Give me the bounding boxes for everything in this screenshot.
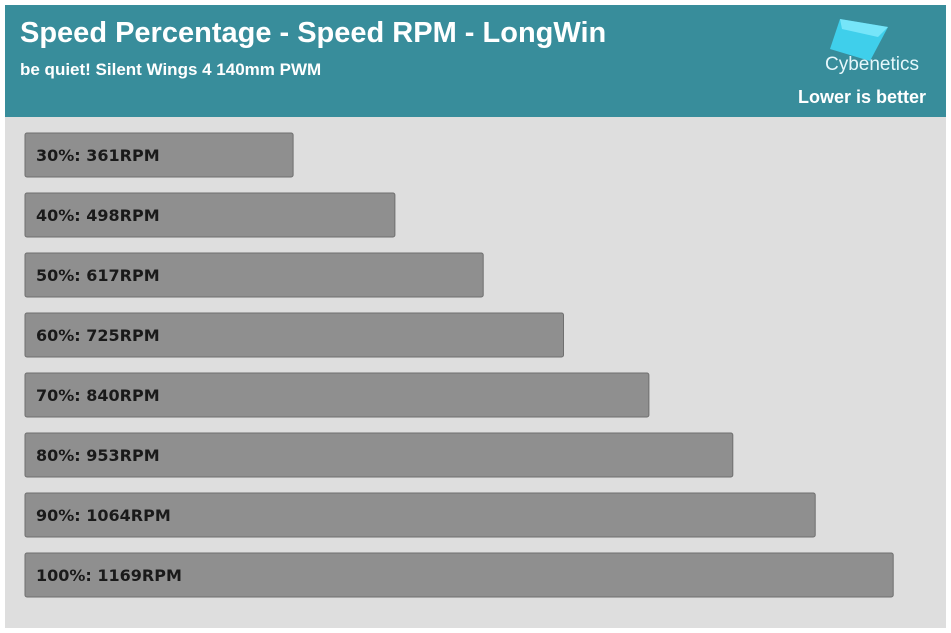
bar-50pct xyxy=(24,252,484,298)
chart-frame: Speed Percentage - Speed RPM - LongWin b… xyxy=(5,5,946,628)
bar-40pct xyxy=(24,192,396,238)
bar-label: 50%: 617RPM xyxy=(36,266,160,285)
bar-label: 100%: 1169RPM xyxy=(36,566,182,585)
bar-label: 60%: 725RPM xyxy=(36,326,160,345)
bar-100pct xyxy=(24,552,894,598)
chart-header: Speed Percentage - Speed RPM - LongWin b… xyxy=(5,5,946,117)
bar-label: 80%: 953RPM xyxy=(36,446,160,465)
bar-plot: 30%: 361RPM 40%: 498RPM 50%: 617RPM 60%: 72… xyxy=(24,132,894,598)
bar-label: 40%: 498RPM xyxy=(36,206,160,225)
chart-subtitle: be quiet! Silent Wings 4 140mm PWM xyxy=(20,60,322,79)
chart-title: Speed Percentage - Speed RPM - LongWin xyxy=(20,17,607,49)
brand-name: Cybenetics xyxy=(825,54,919,75)
lower-is-better-note: Lower is better xyxy=(797,87,926,107)
bar-60pct xyxy=(24,312,564,358)
cybenetics-logo-icon xyxy=(830,19,888,61)
bar-90pct xyxy=(24,492,816,538)
bar-label: 30%: 361RPM xyxy=(36,146,160,165)
bar-70pct xyxy=(24,372,650,418)
bar-80pct xyxy=(24,432,734,478)
bar-30pct xyxy=(24,132,294,178)
bar-label: 70%: 840RPM xyxy=(36,386,160,405)
bar-label: 90%: 1064RPM xyxy=(36,506,171,525)
